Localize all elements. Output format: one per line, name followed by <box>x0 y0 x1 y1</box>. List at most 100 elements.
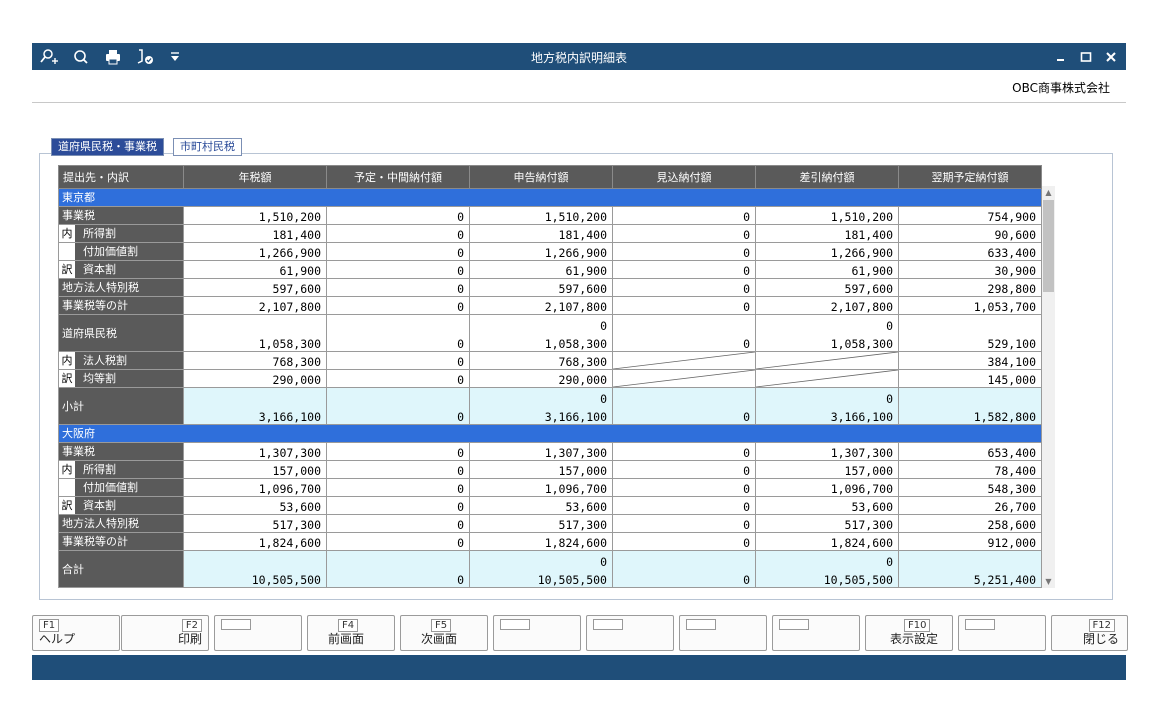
value-cell[interactable]: 768,300 <box>183 350 327 370</box>
value-cell[interactable]: 1,053,700 <box>898 295 1042 315</box>
value-cell[interactable]: 2,107,800 <box>755 295 899 315</box>
value-cell[interactable]: 653,400 <box>898 441 1042 461</box>
function-key-f4[interactable]: F4 前画面 <box>307 615 395 651</box>
value-cell[interactable]: 0 10,505,500 <box>469 549 613 589</box>
value-cell[interactable]: 597,600 <box>469 277 613 297</box>
value-cell[interactable]: 181,400 <box>469 223 613 243</box>
pdf-sign-icon[interactable] <box>134 47 156 67</box>
function-key-f2[interactable]: F2 印刷 <box>121 615 209 651</box>
value-cell[interactable]: 0 <box>612 313 756 352</box>
value-cell[interactable]: 0 3,166,100 <box>755 386 899 425</box>
value-cell[interactable]: 0 <box>326 259 470 279</box>
value-cell[interactable]: 754,900 <box>898 205 1042 225</box>
value-cell[interactable]: 290,000 <box>183 368 327 388</box>
scroll-up-icon[interactable]: ▲ <box>1045 188 1052 197</box>
close-button[interactable] <box>1100 47 1122 67</box>
value-cell[interactable]: 181,400 <box>755 223 899 243</box>
tab-prefectural[interactable]: 道府県民税・事業税 <box>51 138 164 156</box>
value-cell[interactable]: 1,096,700 <box>469 477 613 497</box>
function-key-f5[interactable]: F5 次画面 <box>400 615 488 651</box>
zoom-in-icon[interactable] <box>38 47 60 67</box>
preview-icon[interactable] <box>70 47 92 67</box>
function-key-blank[interactable] <box>493 615 581 651</box>
value-cell[interactable]: 912,000 <box>898 531 1042 551</box>
value-cell[interactable]: 0 <box>326 205 470 225</box>
function-key-blank[interactable] <box>958 615 1046 651</box>
function-key-blank[interactable] <box>586 615 674 651</box>
value-cell[interactable]: 0 <box>612 459 756 479</box>
value-cell[interactable]: 529,100 <box>898 313 1042 352</box>
value-cell[interactable]: 61,900 <box>469 259 613 279</box>
value-cell[interactable]: 181,400 <box>183 223 327 243</box>
value-cell[interactable]: 0 <box>326 459 470 479</box>
value-cell[interactable]: 258,600 <box>898 513 1042 533</box>
value-cell[interactable]: 0 <box>326 368 470 388</box>
value-cell[interactable]: 597,600 <box>755 277 899 297</box>
value-cell[interactable]: 0 <box>326 241 470 261</box>
value-cell[interactable]: 78,400 <box>898 459 1042 479</box>
value-cell[interactable]: 1,266,900 <box>469 241 613 261</box>
value-cell[interactable]: 0 <box>326 531 470 551</box>
value-cell[interactable]: 1,266,900 <box>755 241 899 261</box>
value-cell[interactable]: 517,300 <box>755 513 899 533</box>
value-cell[interactable]: 145,000 <box>898 368 1042 388</box>
value-cell[interactable]: 768,300 <box>469 350 613 370</box>
value-cell[interactable]: 0 <box>612 495 756 515</box>
print-icon[interactable] <box>102 47 124 67</box>
value-cell[interactable]: 597,600 <box>183 277 327 297</box>
value-cell[interactable]: 0 <box>612 223 756 243</box>
value-cell[interactable]: 53,600 <box>755 495 899 515</box>
value-cell[interactable]: 0 <box>612 441 756 461</box>
value-cell[interactable]: 3,166,100 <box>183 386 327 425</box>
value-cell[interactable]: 0 <box>612 386 756 425</box>
value-cell[interactable]: 1,582,800 <box>898 386 1042 425</box>
value-cell[interactable]: 1,266,900 <box>183 241 327 261</box>
value-cell[interactable]: 0 <box>326 350 470 370</box>
value-cell[interactable]: 0 <box>612 205 756 225</box>
value-cell[interactable]: 5,251,400 <box>898 549 1042 589</box>
value-cell[interactable]: 0 <box>326 495 470 515</box>
value-cell[interactable]: 30,900 <box>898 259 1042 279</box>
value-cell[interactable]: 0 <box>326 549 470 589</box>
value-cell[interactable]: 0 <box>612 549 756 589</box>
value-cell[interactable]: 290,000 <box>469 368 613 388</box>
function-key-f12[interactable]: F12 閉じる <box>1051 615 1128 651</box>
value-cell[interactable]: 0 10,505,500 <box>755 549 899 589</box>
value-cell[interactable]: 0 <box>326 313 470 352</box>
value-cell[interactable]: 0 <box>326 277 470 297</box>
value-cell[interactable]: 0 <box>612 531 756 551</box>
dropdown-icon[interactable] <box>164 47 186 67</box>
minimize-button[interactable] <box>1050 47 1072 67</box>
value-cell[interactable]: 0 <box>612 241 756 261</box>
scroll-down-icon[interactable]: ▼ <box>1045 577 1052 586</box>
maximize-button[interactable] <box>1075 47 1097 67</box>
value-cell[interactable]: 1,824,600 <box>469 531 613 551</box>
value-cell[interactable]: 10,505,500 <box>183 549 327 589</box>
value-cell[interactable]: 0 1,058,300 <box>755 313 899 352</box>
value-cell[interactable]: 26,700 <box>898 495 1042 515</box>
value-cell[interactable]: 1,510,200 <box>755 205 899 225</box>
value-cell[interactable]: 1,307,300 <box>469 441 613 461</box>
function-key-f1[interactable]: F1 ヘルプ <box>32 615 120 651</box>
value-cell[interactable]: 0 3,166,100 <box>469 386 613 425</box>
function-key-blank[interactable] <box>679 615 767 651</box>
value-cell[interactable]: 53,600 <box>183 495 327 515</box>
value-cell[interactable]: 157,000 <box>755 459 899 479</box>
value-cell[interactable]: 1,824,600 <box>183 531 327 551</box>
value-cell[interactable]: 0 <box>326 477 470 497</box>
value-cell[interactable]: 61,900 <box>183 259 327 279</box>
value-cell[interactable]: 0 <box>326 386 470 425</box>
value-cell[interactable]: 0 <box>326 223 470 243</box>
value-cell[interactable]: 1,510,200 <box>183 205 327 225</box>
value-cell[interactable]: 0 <box>326 295 470 315</box>
tab-municipal[interactable]: 市町村民税 <box>173 138 242 156</box>
value-cell[interactable]: 517,300 <box>183 513 327 533</box>
value-cell[interactable]: 548,300 <box>898 477 1042 497</box>
value-cell[interactable]: 0 1,058,300 <box>469 313 613 352</box>
value-cell[interactable]: 517,300 <box>469 513 613 533</box>
value-cell[interactable]: 1,307,300 <box>183 441 327 461</box>
function-key-blank[interactable] <box>214 615 302 651</box>
value-cell[interactable]: 157,000 <box>469 459 613 479</box>
value-cell[interactable]: 298,800 <box>898 277 1042 297</box>
vertical-scrollbar[interactable]: ▲ ▼ <box>1042 186 1055 588</box>
